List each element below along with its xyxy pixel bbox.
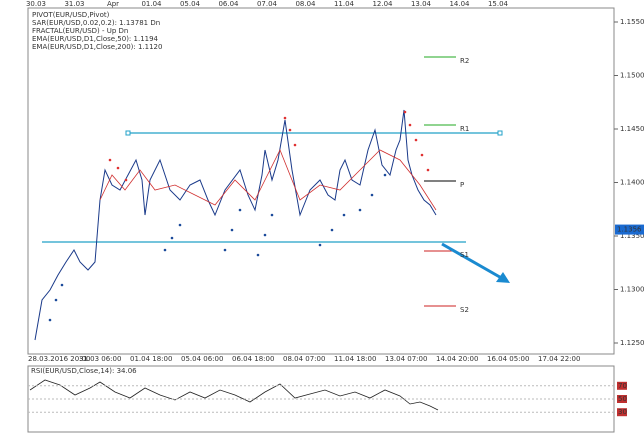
indicator-legend: PIVOT(EUR/USD,Pivot)SAR(EUR/USD,0.02,0.2… [32,11,162,51]
time-label: 17.04 22:00 [538,355,580,363]
current-price-box [615,224,644,235]
pivot-label: S2 [460,306,469,314]
top-date-label: Apr [107,0,119,8]
time-label: 14.04 20:00 [436,355,478,363]
forecast-arrow [441,242,506,282]
top-date-label: 11.04 [334,0,355,8]
indicator-label: EMA(EUR/USD,D1,Close,50): 1.1194 [32,35,159,43]
time-label: 01.04 18:00 [130,355,172,363]
top-date-label: 07.04 [257,0,278,8]
indicator-label: EMA(EUR/USD,D1,Close,200): 1.1120 [32,43,162,51]
time-label: 16.04 05:00 [487,355,529,363]
rsi-title: RSI(EUR/USD,Close,14): 34.06 [31,367,137,375]
current-price-label: 1.1356 [617,226,642,234]
pivot-label: S1 [460,251,469,259]
price-label: 1.1400 [620,179,644,187]
rsi-level-box [617,381,627,390]
time-label: 06.04 18:00 [232,355,274,363]
handle [497,130,503,136]
top-date-label: 06.04 [218,0,239,8]
price-label: 1.1450 [620,125,644,133]
time-label: 05.04 06:00 [181,355,223,363]
price-label: 1.1300 [620,286,644,294]
indicator-label: PIVOT(EUR/USD,Pivot) [32,11,110,19]
rsi-level-box [617,408,627,417]
price-label: 1.1250 [620,339,644,347]
time-label: 31.03 06:00 [79,355,121,363]
pivot-label: R2 [460,57,469,65]
indicator-label: SAR(EUR/USD,0.02,0.2): 1.13781 Dn [32,19,160,27]
rsi-level-label: 70 [618,382,627,390]
top-date-label: 31.03 [64,0,84,8]
time-label: 08.04 07:00 [283,355,325,363]
time-label: 13.04 07:00 [385,355,427,363]
top-date-label: 30.03 [26,0,46,8]
arrow-head [496,272,510,283]
price-label: 1.1500 [620,72,644,80]
indicator-label: FRACTAL(EUR/USD) - Up Dn [32,27,128,35]
time-label: 11.04 18:00 [334,355,376,363]
top-date-label: 15.04 [488,0,509,8]
top-date-label: 01.04 [141,0,162,8]
top-date-label: 05.04 [180,0,201,8]
pivot-label: P [460,181,464,189]
rsi-level-box [617,395,627,403]
price-line [34,109,437,341]
time-label: 28.03.2016 20:00 [28,355,90,363]
top-date-label: 14.04 [449,0,470,8]
top-date-label: 13.04 [411,0,432,8]
top-date-label: 08.04 [295,0,316,8]
price-label: 1.1550 [620,18,644,26]
sar-dots-down [108,110,430,182]
handle [125,130,131,136]
sar-dots [48,173,387,322]
rsi-line [29,379,439,411]
price-line-down [99,149,437,211]
top-date-label: 12.04 [372,0,393,8]
pivot-label: R1 [460,125,469,133]
rsi-level-label: 50 [618,395,627,403]
price-label: 1.1350 [620,232,644,240]
rsi-level-label: 30 [618,408,627,416]
